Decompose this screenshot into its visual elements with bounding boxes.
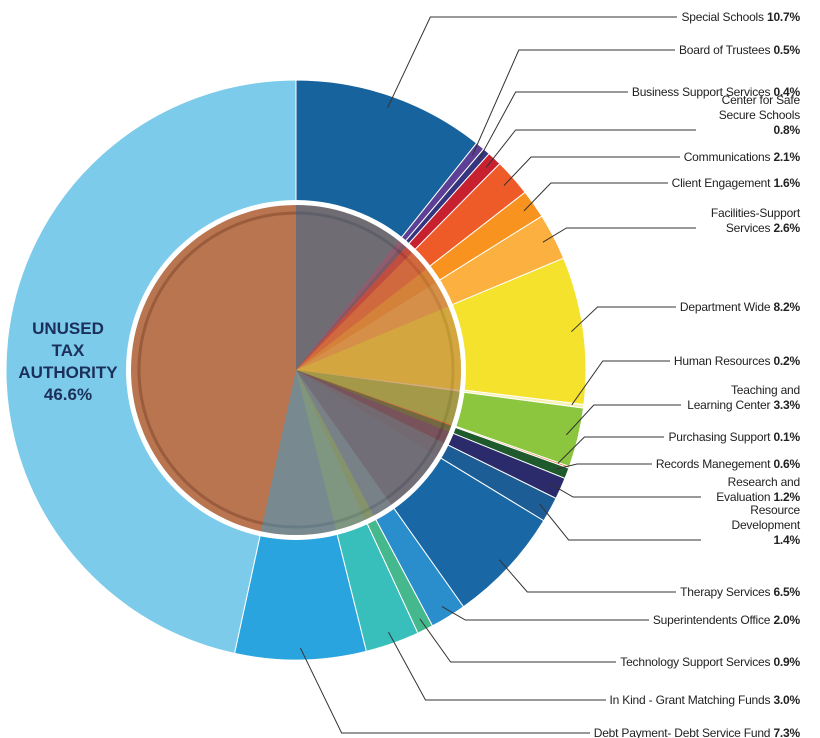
- slice-value: 0.1%: [773, 430, 800, 444]
- leader-line: [524, 183, 668, 211]
- slice-value: 2.6%: [773, 221, 800, 235]
- slice-name: Department Wide: [680, 300, 770, 314]
- slice-label: Human Resources 0.2%: [674, 354, 800, 369]
- slice-value: 1.6%: [773, 176, 800, 190]
- slice-name: Superintendents Office: [653, 613, 770, 627]
- slice-name: Records Manegement: [656, 457, 770, 471]
- leader-line: [504, 157, 680, 186]
- slice-label: Therapy Services 6.5%: [680, 585, 800, 600]
- slice-label: Records Manegement 0.6%: [656, 457, 800, 472]
- slice-label: Purchasing Support 0.1%: [668, 430, 800, 445]
- chart: UNUSED TAX AUTHORITY 46.6% Special School…: [0, 0, 820, 738]
- slice-value: 0.2%: [773, 354, 800, 368]
- slice-value: 8.2%: [773, 300, 800, 314]
- leader-line: [499, 560, 676, 592]
- slice-name: Board of Trustees: [679, 43, 770, 57]
- leader-line: [473, 50, 675, 155]
- slice-value: 3.3%: [773, 398, 800, 412]
- slice-value: 6.5%: [773, 585, 800, 599]
- slice-name: In Kind - Grant Matching Funds: [610, 693, 771, 707]
- slice-name: Therapy Services: [680, 585, 770, 599]
- slice-name: Technology Support Services: [620, 655, 770, 669]
- slice-name: Debt Payment- Debt Service Fund: [594, 726, 771, 738]
- slice-name: Client Engagement: [672, 176, 771, 190]
- slice-value: 1.2%: [773, 490, 800, 504]
- slice-value: 10.7%: [767, 10, 800, 24]
- leader-line: [486, 130, 696, 167]
- slice-label: Technology Support Services 0.9%: [620, 655, 800, 670]
- slice-label: Research and Evaluation 1.2%: [705, 475, 800, 505]
- slice-value: 1.4%: [773, 533, 800, 547]
- slice-name: Human Resources: [674, 354, 770, 368]
- slice-label: Resource Development 1.4%: [705, 503, 800, 548]
- slice-value: 2.1%: [773, 150, 800, 164]
- leader-line: [540, 504, 701, 540]
- slice-value: 0.8%: [773, 123, 800, 137]
- slice-name: Resource Development: [731, 503, 800, 532]
- leader-line: [543, 228, 696, 242]
- slice-name: Purchasing Support: [668, 430, 770, 444]
- slice-label: Center for Safe Secure Schools 0.8%: [700, 93, 800, 138]
- slice-label: Department Wide 8.2%: [680, 300, 800, 315]
- slice-label: Facilities-Support Services 2.6%: [700, 206, 800, 236]
- slice-label: Client Engagement 1.6%: [672, 176, 800, 191]
- slice-label: Debt Payment- Debt Service Fund 7.3%: [594, 726, 800, 738]
- slice-value: 2.0%: [773, 613, 800, 627]
- slice-name: UNUSED TAX AUTHORITY: [18, 319, 117, 382]
- slice-label: Board of Trustees 0.5%: [679, 43, 800, 58]
- slice-value: 46.6%: [44, 385, 92, 404]
- slice-label: Communications 2.1%: [684, 150, 800, 165]
- slice-value: 3.0%: [773, 693, 800, 707]
- slice-value: 7.3%: [773, 726, 800, 738]
- slice-name: Center for Safe Secure Schools: [719, 93, 800, 122]
- leader-line: [479, 92, 628, 160]
- slice-label: In Kind - Grant Matching Funds 3.0%: [610, 693, 800, 708]
- slice-value: 0.5%: [773, 43, 800, 57]
- slice-value: 0.9%: [773, 655, 800, 669]
- unused-label: UNUSED TAX AUTHORITY 46.6%: [18, 318, 118, 406]
- leader-line: [389, 632, 606, 700]
- slice-label: Special Schools 10.7%: [681, 10, 800, 25]
- leader-line: [442, 607, 649, 620]
- slice-name: Special Schools: [681, 10, 763, 24]
- leader-line: [300, 648, 590, 733]
- leader-line: [550, 484, 701, 497]
- leader-line: [420, 619, 616, 662]
- leader-line: [571, 307, 676, 332]
- slice-label: Teaching and Learning Center 3.3%: [685, 383, 800, 413]
- slice-value: 0.6%: [773, 457, 800, 471]
- slice-label: Superintendents Office 2.0%: [653, 613, 800, 628]
- slice-name: Communications: [684, 150, 771, 164]
